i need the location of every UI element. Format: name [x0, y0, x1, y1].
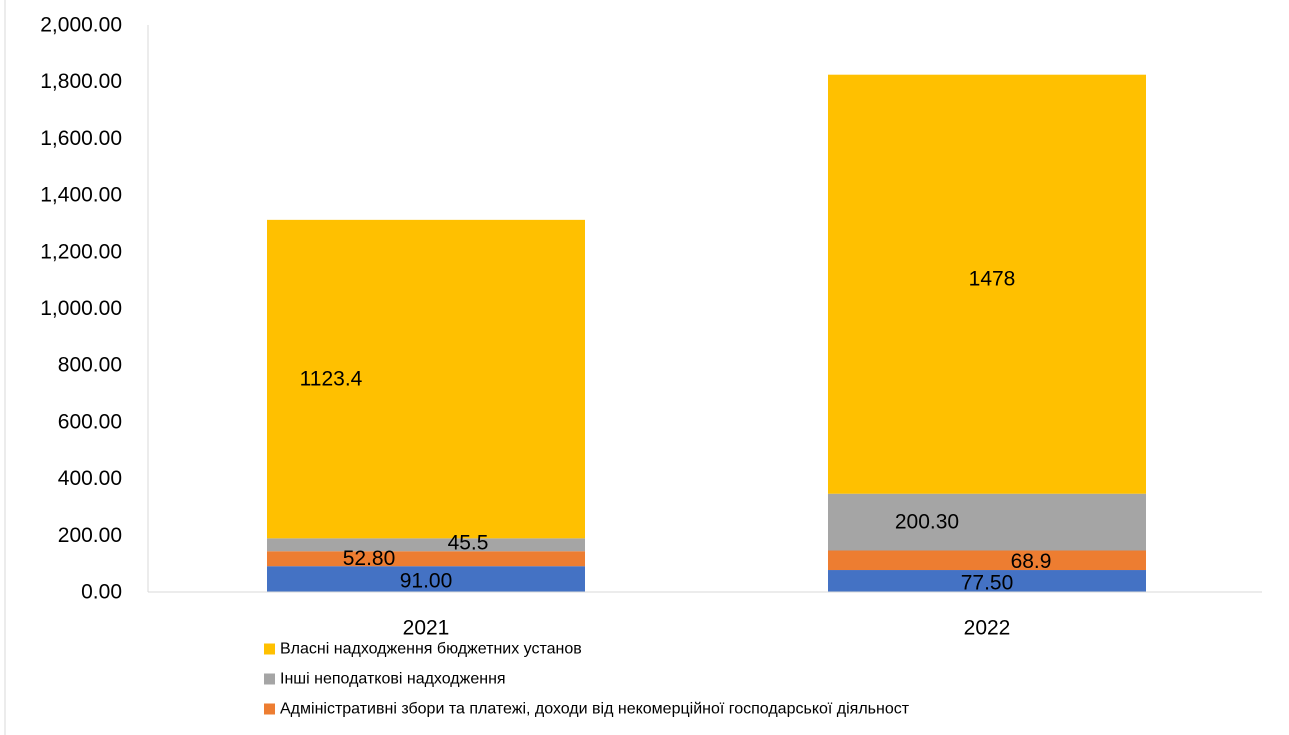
bar-segment-s_gray-2021	[267, 538, 585, 552]
y-tick-label: 1,400.00	[40, 184, 122, 207]
bar-segment-s_yellow-2022	[828, 74, 1146, 494]
bar-segment-s_orange-2021	[267, 551, 585, 567]
data-label-s_yellow-2022: 1478	[969, 268, 1016, 291]
legend-label-s_yellow: Власні надходження бюджетних установ	[280, 641, 582, 658]
x-axis-ticks: 2021 2022	[403, 617, 1011, 640]
y-tick-label: 200.00	[58, 524, 122, 547]
y-axis-ticks: 0.00 200.00 400.00 600.00 800.00 1,000.00 1,20…	[40, 14, 122, 604]
data-label-s_gray-2021: 45.5	[448, 531, 489, 554]
y-tick-label: 1,000.00	[40, 297, 122, 320]
x-tick-label: 2021	[403, 617, 450, 640]
x-tick-label: 2022	[964, 617, 1011, 640]
legend: Власні надходження бюджетних установ Інші…	[264, 641, 910, 718]
legend-swatch-s_yellow	[264, 643, 275, 655]
y-tick-label: 1,600.00	[40, 127, 122, 150]
y-tick-label: 2,000.00	[40, 14, 122, 37]
bar-segment-s_gray-2022	[828, 493, 1146, 551]
data-label-s_orange-2022: 68.9	[1011, 550, 1052, 573]
bar-segment-s_blue-2022	[828, 570, 1146, 592]
y-tick-label: 0.00	[81, 581, 122, 604]
y-tick-label: 1,800.00	[40, 70, 122, 93]
bar-segment-s_orange-2022	[828, 550, 1146, 571]
data-label-s_blue-2021: 91.00	[400, 570, 453, 593]
y-tick-label: 400.00	[58, 467, 122, 490]
legend-label-s_gray: Інші неподаткові надходження	[280, 671, 506, 688]
bars	[267, 74, 1146, 592]
legend-label-s_orange: Адміністративні збори та платежі, доходи…	[280, 701, 910, 718]
y-tick-label: 1,200.00	[40, 240, 122, 263]
y-tick-label: 600.00	[58, 410, 122, 433]
legend-swatch-s_gray	[264, 673, 275, 685]
data-label-s_blue-2022: 77.50	[961, 572, 1014, 595]
legend-swatch-s_orange	[264, 703, 275, 715]
data-label-s_yellow-2021: 1123.4	[300, 368, 363, 391]
bar-segment-s_blue-2021	[267, 566, 585, 592]
bar-segment-s_yellow-2021	[267, 219, 585, 539]
y-tick-label: 800.00	[58, 354, 122, 377]
data-label-s_orange-2021: 52.80	[343, 547, 396, 570]
data-label-s_gray-2022: 200.30	[895, 511, 959, 534]
